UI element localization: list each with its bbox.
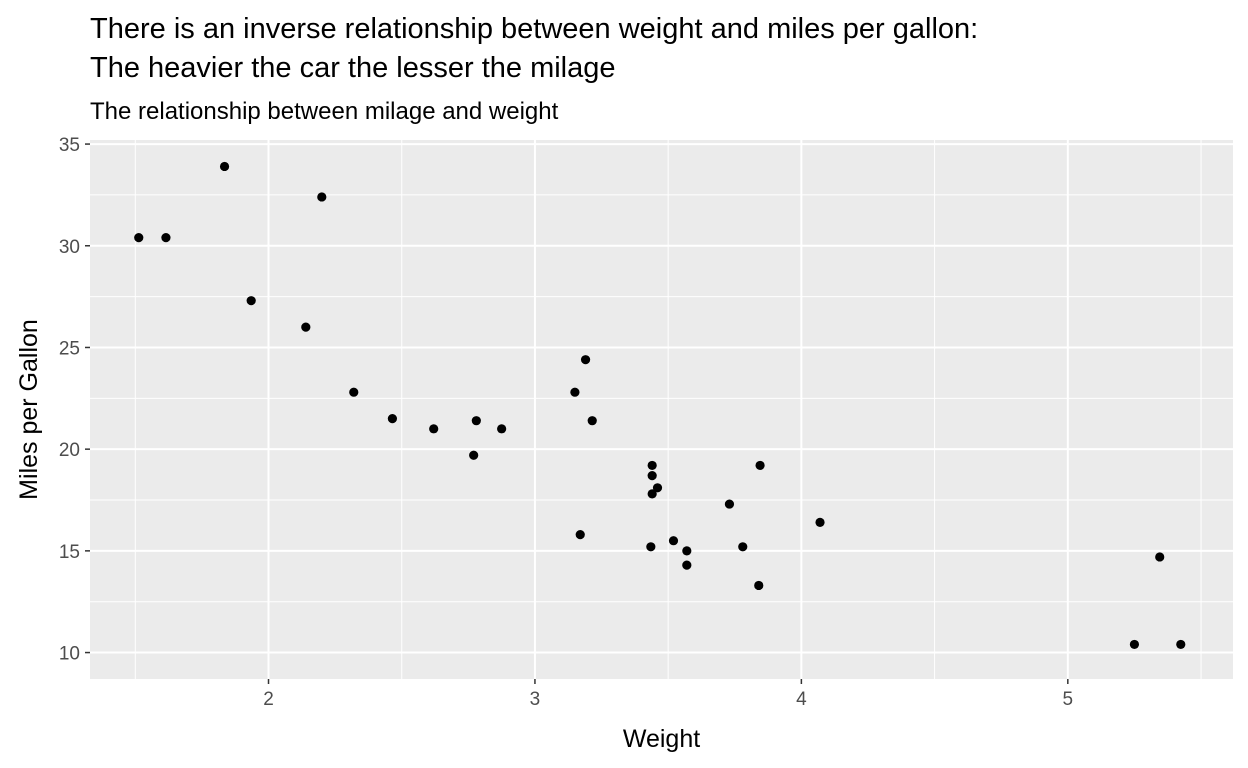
y-tick-label: 35: [59, 135, 80, 156]
data-point: [682, 560, 692, 570]
data-point: [429, 424, 439, 434]
data-point: [246, 296, 256, 306]
data-point: [1176, 639, 1186, 650]
title-block: There is an inverse relationship between…: [90, 10, 1230, 126]
data-point: [469, 450, 479, 460]
data-point: [724, 499, 735, 509]
chart-subtitle: The relationship between milage and weig…: [90, 98, 559, 125]
y-tick-label: 10: [59, 644, 80, 665]
major-gridlines: [90, 140, 1233, 679]
data-point: [219, 161, 230, 172]
minor-gridlines: [90, 140, 1233, 679]
plot-panel: [90, 140, 1233, 679]
data-point: [570, 387, 580, 397]
data-point: [815, 517, 825, 527]
data-point: [1155, 552, 1165, 562]
y-tick-label: 20: [59, 440, 80, 461]
y-axis-title: Miles per Gallon: [15, 319, 43, 500]
data-point: [387, 414, 398, 424]
data-point: [646, 542, 656, 552]
data-point: [575, 529, 585, 540]
x-tick-label: 5: [1063, 689, 1074, 710]
data-point: [738, 542, 748, 552]
data-point: [647, 489, 657, 499]
x-axis: 2 3 4 5: [263, 679, 1073, 710]
data-point: [301, 322, 311, 332]
data-point: [580, 355, 591, 365]
data-point: [587, 416, 597, 426]
data-point: [1129, 639, 1140, 650]
data-point: [647, 471, 657, 481]
x-axis-title: Weight: [623, 725, 700, 753]
data-point: [349, 387, 359, 397]
x-tick-label: 3: [530, 689, 541, 710]
data-point: [668, 536, 679, 546]
y-tick-label: 30: [59, 237, 80, 258]
data-point: [471, 416, 481, 426]
data-points: [134, 161, 1186, 650]
x-tick-label: 4: [796, 689, 807, 710]
y-tick-label: 25: [59, 338, 80, 359]
data-point: [754, 580, 764, 591]
data-point: [682, 546, 692, 556]
data-point: [317, 192, 327, 202]
data-point: [497, 424, 507, 434]
data-point: [161, 233, 171, 243]
y-axis: 10 15 20 25 30 35: [59, 135, 90, 665]
data-point: [647, 460, 657, 471]
chart-title: There is an inverse relationship between…: [90, 13, 979, 84]
y-tick-label: 15: [59, 542, 80, 563]
data-point: [652, 483, 663, 493]
x-tick-label: 2: [263, 689, 274, 710]
data-point: [755, 460, 765, 471]
data-point: [134, 233, 144, 243]
